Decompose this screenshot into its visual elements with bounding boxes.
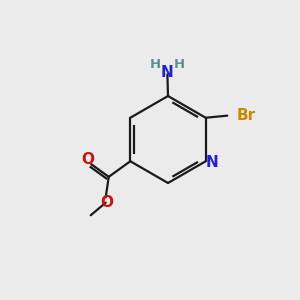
Text: N: N bbox=[206, 155, 219, 170]
Text: O: O bbox=[81, 152, 94, 167]
Text: H: H bbox=[174, 58, 185, 71]
Text: N: N bbox=[161, 65, 174, 80]
Text: Br: Br bbox=[236, 108, 255, 123]
Text: H: H bbox=[150, 58, 161, 71]
Text: O: O bbox=[100, 195, 113, 210]
